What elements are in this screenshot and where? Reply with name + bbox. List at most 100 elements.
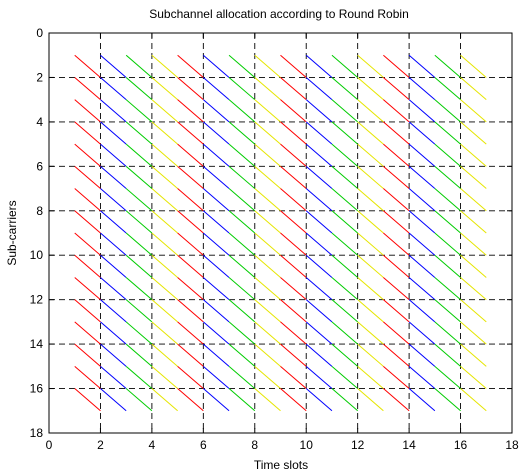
allocation-segment	[434, 165, 461, 189]
allocation-segment	[151, 388, 178, 412]
allocation-segment	[74, 143, 101, 167]
allocation-segment	[254, 388, 281, 412]
allocation-segment	[331, 277, 358, 301]
allocation-segment	[203, 188, 230, 212]
allocation-segment	[408, 254, 436, 278]
allocation-segment	[460, 165, 487, 189]
allocation-segment	[383, 299, 410, 323]
allocation-segment	[74, 343, 101, 367]
allocation-segment	[125, 388, 153, 412]
allocation-segment	[203, 143, 230, 167]
allocation-segment	[460, 388, 487, 412]
allocation-segment	[254, 77, 281, 101]
allocation-segment	[74, 321, 101, 345]
y-tick-label: 14	[30, 337, 44, 351]
y-tick-label: 6	[36, 159, 43, 173]
allocation-segment	[357, 365, 384, 389]
allocation-segment	[100, 321, 127, 345]
y-tick-label: 2	[36, 70, 43, 84]
allocation-segment	[177, 77, 204, 101]
allocation-segment	[331, 365, 358, 389]
allocation-segment	[151, 165, 178, 189]
allocation-segment	[125, 254, 153, 278]
allocation-segment	[151, 321, 178, 345]
allocation-segment	[100, 54, 127, 78]
y-axis-label: Sub-carriers	[5, 200, 19, 265]
allocation-segment	[357, 54, 384, 78]
allocation-segment	[434, 365, 461, 389]
allocation-segment	[460, 99, 487, 123]
allocation-segment	[151, 277, 178, 301]
allocation-segment	[74, 210, 101, 234]
allocation-segment	[74, 121, 101, 145]
allocation-segment	[74, 388, 101, 412]
allocation-segment	[357, 99, 384, 123]
allocation-segment	[408, 188, 436, 212]
y-tick-label: 0	[36, 26, 43, 40]
allocation-segment	[434, 343, 461, 367]
allocation-segment	[408, 54, 436, 78]
allocation-segment	[383, 188, 410, 212]
allocation-segment	[254, 277, 281, 301]
x-tick-labels: 0 2 4 6 8 10 12 14 16 18	[46, 438, 519, 452]
allocation-segment	[408, 388, 436, 412]
allocation-segment	[100, 165, 127, 189]
allocation-segment	[151, 188, 178, 212]
allocation-segment	[125, 143, 153, 167]
allocation-segment	[151, 143, 178, 167]
allocation-segment	[331, 343, 358, 367]
allocation-segment	[331, 299, 358, 323]
allocation-segment	[280, 99, 307, 123]
x-tick-label: 6	[200, 438, 207, 452]
allocation-segment	[125, 54, 153, 78]
allocation-segment	[357, 165, 384, 189]
allocation-segment	[460, 299, 487, 323]
allocation-segment	[280, 343, 307, 367]
allocation-segment	[460, 188, 487, 212]
allocation-segment	[383, 321, 410, 345]
allocation-segment	[408, 210, 436, 234]
allocation-segment	[228, 299, 256, 323]
allocation-segment	[357, 232, 384, 256]
allocation-segment	[383, 99, 410, 123]
allocation-segment	[254, 165, 281, 189]
x-axis-label: Time slots	[254, 458, 308, 472]
allocation-segment	[460, 143, 487, 167]
allocation-segment	[74, 165, 101, 189]
allocation-segment	[357, 299, 384, 323]
allocation-segment	[228, 165, 256, 189]
allocation-segment	[331, 321, 358, 345]
allocation-segment	[383, 365, 410, 389]
allocation-segment	[305, 54, 333, 78]
allocation-segment	[254, 365, 281, 389]
allocation-segment	[331, 388, 358, 412]
allocation-segment	[331, 232, 358, 256]
allocation-segment	[228, 365, 256, 389]
axis-ticks	[48, 32, 513, 434]
allocation-segment	[254, 343, 281, 367]
allocation-segment	[254, 143, 281, 167]
allocation-segment	[408, 232, 436, 256]
allocation-segment	[434, 277, 461, 301]
allocation-segment	[177, 254, 204, 278]
allocation-segment	[74, 277, 101, 301]
y-tick-label: 10	[30, 248, 44, 262]
allocation-segment	[177, 210, 204, 234]
y-tick-label: 4	[36, 115, 43, 129]
allocation-segment	[460, 121, 487, 145]
allocation-segment	[228, 188, 256, 212]
allocation-segment	[460, 343, 487, 367]
allocation-segment	[125, 99, 153, 123]
allocation-segment	[408, 321, 436, 345]
allocation-segment	[280, 321, 307, 345]
allocation-segment	[357, 254, 384, 278]
allocation-segment	[151, 121, 178, 145]
x-tick-label: 14	[402, 438, 416, 452]
allocation-segment	[460, 365, 487, 389]
allocation-segment	[357, 388, 384, 412]
allocation-segment	[305, 77, 333, 101]
allocation-segment	[305, 210, 333, 234]
allocation-segment	[177, 388, 204, 412]
allocation-segment	[460, 254, 487, 278]
allocation-segment	[383, 77, 410, 101]
